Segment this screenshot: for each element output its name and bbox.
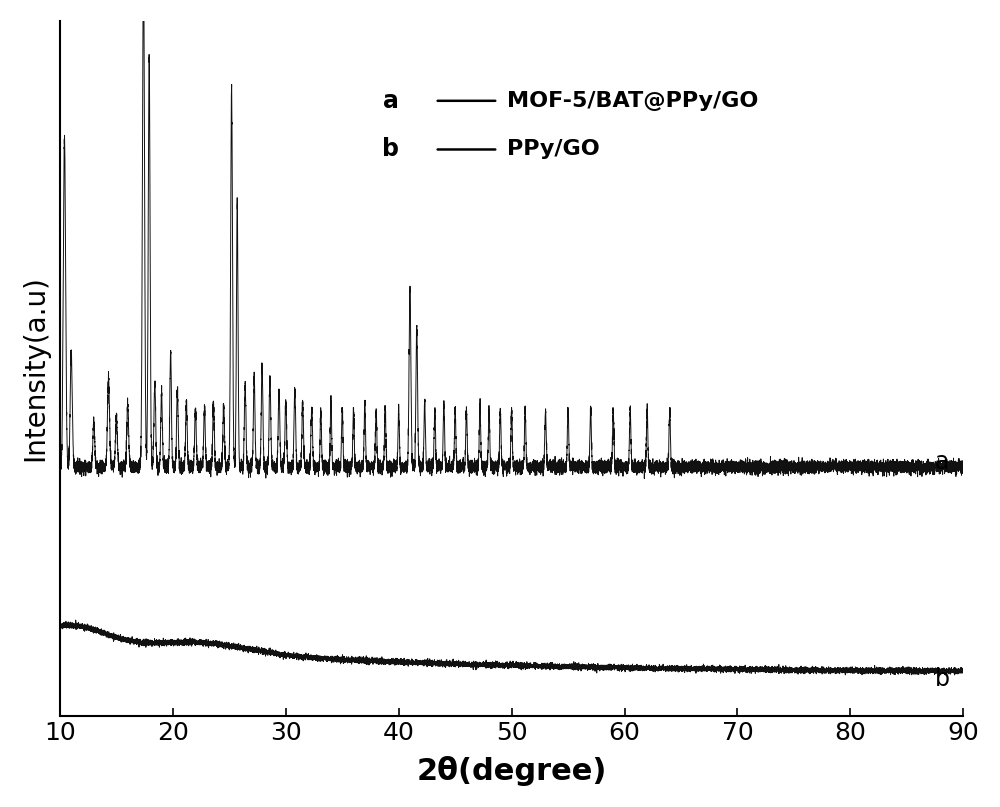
Text: b: b <box>382 137 399 161</box>
Text: a: a <box>383 89 399 113</box>
Text: b: b <box>935 667 950 692</box>
Text: MOF-5/BAT@PPy/GO: MOF-5/BAT@PPy/GO <box>507 91 758 111</box>
X-axis label: 2θ(degree): 2θ(degree) <box>416 756 607 786</box>
Text: PPy/GO: PPy/GO <box>507 140 600 160</box>
Text: a: a <box>935 450 949 475</box>
Y-axis label: Intensity(a.u): Intensity(a.u) <box>21 275 49 462</box>
